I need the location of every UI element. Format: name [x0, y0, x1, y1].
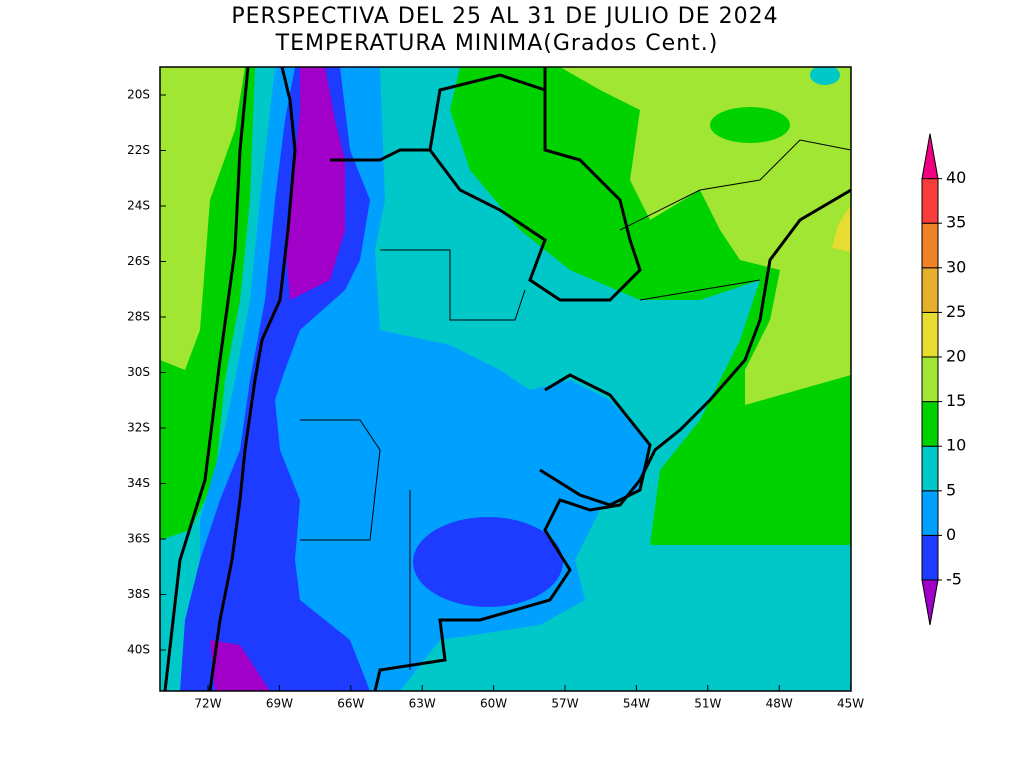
colorbar-label: 5: [946, 480, 956, 499]
colorbar-band: [921, 267, 939, 313]
lon-label: 51W: [694, 697, 721, 711]
colorbar-band: [921, 490, 939, 536]
colorbar-label: 30: [946, 257, 966, 276]
lat-label: 36S: [127, 532, 150, 546]
colorbar-band: [921, 445, 939, 492]
lon-label: 45W: [837, 697, 864, 711]
colorbar-label: 15: [946, 391, 966, 410]
colorbar-low: [921, 579, 939, 626]
lat-label: 28S: [127, 310, 150, 324]
colorbar-band: [921, 356, 939, 403]
lat-label: 22S: [127, 143, 150, 157]
colorbar-band: [921, 222, 939, 269]
lon-label: 48W: [766, 697, 793, 711]
colorbar-label: 20: [946, 347, 966, 366]
map-frame: [159, 66, 852, 692]
colorbar-label: 40: [946, 168, 966, 187]
lon-label: 72W: [194, 697, 221, 711]
colorbar-label: 10: [946, 436, 966, 455]
lat-label: 26S: [127, 254, 150, 268]
colorbar-label: 0: [946, 525, 956, 544]
lon-label: 60W: [480, 697, 507, 711]
colorbar-band: [921, 534, 939, 581]
lat-label: 30S: [127, 365, 150, 379]
borders: [163, 67, 851, 691]
lat-label: 34S: [127, 476, 150, 490]
colorbar-label: 25: [946, 302, 966, 321]
colorbar-label: 35: [946, 213, 966, 232]
colorbar-band: [921, 178, 939, 224]
lon-label: 54W: [623, 697, 650, 711]
lon-label: 69W: [266, 697, 293, 711]
lat-label: 38S: [127, 587, 150, 601]
colorbar-band: [921, 401, 939, 447]
lon-label: 57W: [551, 697, 578, 711]
colorbar-band: [921, 311, 939, 358]
lat-label: 40S: [127, 643, 150, 657]
subtitle: TEMPERATURA MINIMA(Grados Cent.): [275, 31, 719, 56]
title: PERSPECTIVA DEL 25 AL 31 DE JULIO DE 202…: [231, 4, 778, 29]
map-fill: [160, 67, 851, 691]
lat-label: 32S: [127, 421, 150, 435]
colorbar-high: [921, 133, 939, 180]
lat-label: 24S: [127, 199, 150, 213]
lat-label: 20S: [127, 88, 150, 102]
lon-label: 66W: [337, 697, 364, 711]
colorbar-label: -5: [946, 570, 962, 589]
lon-label: 63W: [409, 697, 436, 711]
